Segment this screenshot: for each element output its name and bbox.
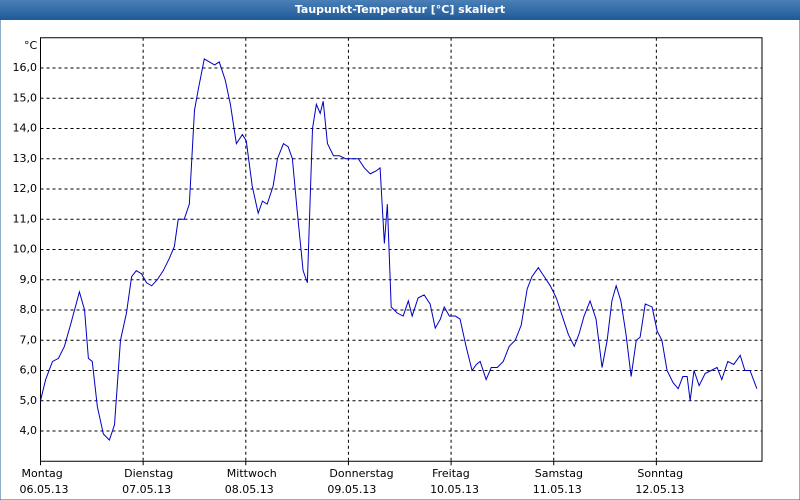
x-tick-sublabel: 08.05.13 [225,483,274,496]
y-tick-label: 13,0 [13,152,38,165]
x-tick-sublabel: 12.05.13 [635,483,684,496]
title-bar [0,0,800,20]
data-line [40,58,758,441]
x-tick-sublabel: 11.05.13 [533,483,582,496]
x-tick-label: Sonntag [637,467,683,480]
y-tick-label: 5,0 [20,394,38,407]
x-tick-label: Dienstag [124,467,173,480]
x-tick-sublabel: 10.05.13 [430,483,479,496]
x-tick-label: Samstag [535,467,583,480]
x-tick-label: Freitag [432,467,470,480]
y-tick-label: 16,0 [13,61,38,74]
y-tick-label: 4,0 [20,424,38,437]
y-axis-label: °C [24,39,38,52]
y-tick-label: 12,0 [13,182,38,195]
y-tick-label: 8,0 [20,303,38,316]
chart-title: Taupunkt-Temperatur [°C] skaliert [295,3,505,16]
x-tick-sublabel: 09.05.13 [327,483,376,496]
y-tick-label: 15,0 [13,91,38,104]
x-tick-label: Mittwoch [227,467,277,480]
x-tick-label: Donnerstag [329,467,393,480]
x-tick-sublabel: 06.05.13 [20,483,69,496]
y-tick-label: 11,0 [13,212,38,225]
x-tick-label: Montag [22,467,63,480]
y-tick-label: 10,0 [13,243,38,256]
y-tick-label: 9,0 [20,273,38,286]
y-tick-label: 7,0 [20,333,38,346]
x-tick-sublabel: 07.05.13 [122,483,171,496]
y-tick-label: 14,0 [13,122,38,135]
y-tick-label: 6,0 [20,364,38,377]
